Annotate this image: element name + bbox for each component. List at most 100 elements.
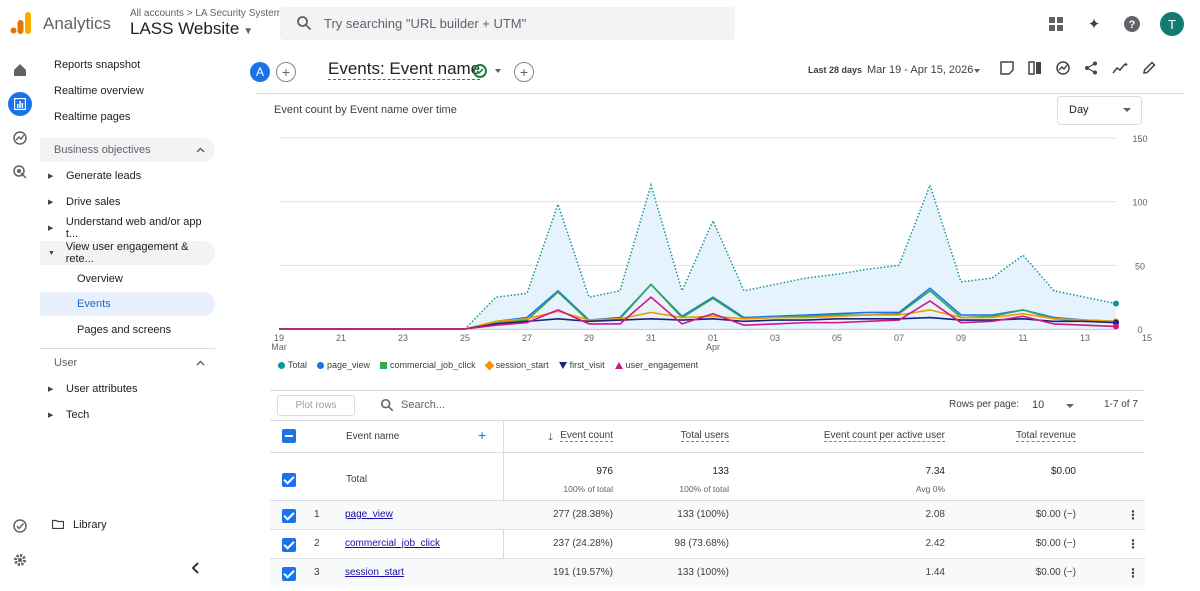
sidebar-item-label: View user engagement & rete... — [65, 241, 189, 265]
title-dropdown-caret-icon[interactable] — [495, 69, 501, 73]
check-circle-icon — [473, 64, 487, 78]
total-users-cell: 133 (100%) — [677, 509, 729, 520]
insights-icon[interactable] — [1056, 61, 1070, 78]
x-tick-label: 01 — [708, 333, 718, 343]
column-header-total-revenue[interactable]: Total revenue — [1015, 430, 1076, 442]
column-header-total-users[interactable]: Total users — [680, 430, 729, 442]
compare-columns-icon[interactable] — [1028, 61, 1042, 78]
sidebar-item-tech[interactable]: ▶ Tech — [40, 403, 215, 427]
help-icon[interactable]: ? — [1122, 14, 1142, 34]
left-rail — [0, 48, 40, 591]
legend-item[interactable]: user_engagement — [614, 360, 698, 370]
legend-marker-icon — [484, 360, 495, 370]
caret-down-icon[interactable] — [1066, 404, 1074, 408]
granularity-dropdown[interactable]: Day — [1057, 96, 1142, 125]
sidebar-item-overview[interactable]: Overview — [40, 267, 215, 291]
collapse-nav-chevron-icon[interactable] — [191, 562, 201, 577]
sidebar-section-business-objectives[interactable]: Business objectives — [40, 138, 215, 162]
date-range-picker[interactable]: Mar 19 - Apr 15, 2026 — [867, 64, 974, 76]
home-icon[interactable] — [8, 58, 32, 82]
sidebar-item-generate-leads[interactable]: ▶ Generate leads — [40, 164, 215, 188]
explore-icon[interactable] — [8, 126, 32, 150]
admin-check-icon[interactable] — [8, 514, 32, 538]
settings-gear-icon[interactable] — [8, 548, 32, 572]
sparkle-icon[interactable]: ✦ — [1087, 16, 1101, 33]
share-icon[interactable] — [1084, 61, 1098, 78]
select-all-checkbox[interactable] — [282, 429, 296, 443]
sidebar-item-understand-traffic[interactable]: ▶ Understand web and/or app t... — [40, 216, 215, 240]
sidebar-item-label: Realtime pages — [54, 111, 131, 123]
series-end-marker — [1113, 323, 1119, 330]
table-row[interactable]: 1 page_view 277 (28.38%) 133 (100%) 2.08… — [270, 500, 1145, 529]
legend-item[interactable]: first_visit — [558, 360, 605, 370]
legend-marker-icon — [317, 361, 325, 369]
breadcrumb-account[interactable]: LA Security Systems — [195, 8, 288, 19]
breadcrumb-all-accounts[interactable]: All accounts — [130, 8, 184, 19]
event-name-link[interactable]: session_start — [345, 567, 404, 578]
event-name-link[interactable]: page_view — [345, 509, 393, 520]
sidebar-item-library[interactable]: Library — [40, 513, 215, 537]
x-tick-label: 25 — [460, 333, 470, 343]
sidebar-item-reports-snapshot[interactable]: Reports snapshot — [40, 53, 215, 77]
row-index: 1 — [314, 509, 320, 520]
legend-marker-icon — [278, 361, 285, 369]
column-header-event-name[interactable]: Event name — [346, 431, 400, 442]
x-tick-label: 31 — [646, 333, 656, 343]
property-name: LASS Website — [130, 19, 240, 38]
add-comparison-button[interactable]: + — [276, 62, 296, 82]
edit-pencil-icon[interactable] — [1142, 61, 1156, 78]
table-search-input[interactable]: Search... — [401, 399, 446, 411]
legend-marker-icon — [380, 361, 388, 369]
rows-per-page-select[interactable]: 10 — [1032, 399, 1045, 411]
customize-report-icon[interactable] — [1000, 61, 1014, 78]
row-index: 3 — [314, 567, 320, 578]
chart-card: Event count by Event name over time Day … — [255, 93, 1185, 383]
property-selector[interactable]: LASS Website ▼ — [130, 19, 253, 39]
more-options-icon[interactable]: ⋮ — [1127, 508, 1139, 522]
comparison-chip[interactable]: A — [250, 62, 270, 82]
sidebar-item-label: Understand web and/or app t... — [65, 216, 202, 240]
plot-rows-button[interactable]: Plot rows — [277, 395, 355, 416]
add-dimension-button[interactable]: + — [478, 427, 487, 443]
legend-item[interactable]: commercial_job_click — [380, 360, 476, 370]
sidebar-item-user-engagement[interactable]: ▼ View user engagement & rete... — [40, 241, 215, 265]
apps-grid-icon[interactable] — [1046, 14, 1066, 34]
chart-title: Event count by Event name over time — [274, 104, 457, 116]
sidebar-item-realtime-pages[interactable]: Realtime pages — [40, 105, 215, 129]
avatar[interactable]: T — [1160, 12, 1184, 36]
advertising-icon[interactable] — [8, 160, 32, 184]
sidebar-section-user[interactable]: User — [40, 351, 215, 375]
table-total-row: Total 976 100% of total 133 100% of tota… — [270, 452, 1145, 500]
x-tick-sublabel: Apr — [706, 342, 720, 352]
column-header-event-count[interactable]: Event count — [560, 430, 613, 442]
trend-sparkle-icon[interactable]: ✦ — [1112, 61, 1129, 78]
page-title[interactable]: Events: Event name — [328, 59, 481, 80]
column-header-events-per-user[interactable]: Event count per active user — [823, 430, 945, 442]
account-breadcrumb[interactable]: All accounts > LA Security Systems — [130, 8, 287, 19]
add-filter-button[interactable]: + — [514, 62, 534, 82]
analytics-logo-icon[interactable] — [10, 12, 32, 34]
total-row-checkbox[interactable] — [282, 473, 296, 487]
sidebar-item-pages-and-screens[interactable]: Pages and screens — [40, 318, 215, 342]
more-options-icon[interactable]: ⋮ — [1127, 537, 1139, 551]
sidebar-item-user-attributes[interactable]: ▶ User attributes — [40, 377, 215, 401]
legend-item[interactable]: session_start — [484, 360, 549, 370]
sidebar-item-realtime-overview[interactable]: Realtime overview — [40, 79, 215, 103]
date-range-caret-icon[interactable] — [974, 69, 980, 73]
row-checkbox[interactable] — [282, 509, 296, 523]
sidebar-item-drive-sales[interactable]: ▶ Drive sales — [40, 190, 215, 214]
row-checkbox[interactable] — [282, 567, 296, 581]
event-count-cell: 191 (19.57%) — [552, 567, 613, 578]
more-options-icon[interactable]: ⋮ — [1127, 566, 1139, 580]
row-checkbox[interactable] — [282, 538, 296, 552]
reports-icon[interactable] — [8, 92, 32, 116]
legend-item[interactable]: page_view — [317, 360, 370, 370]
sort-arrow-down-icon[interactable]: 🡓 — [548, 432, 554, 443]
event-name-link[interactable]: commercial_job_click — [345, 538, 441, 549]
table-row[interactable]: 2 commercial_job_click 237 (24.28%) 98 (… — [270, 529, 1145, 558]
search-input[interactable]: Try searching "URL builder + UTM" — [280, 7, 735, 40]
legend-item[interactable]: Total — [278, 360, 307, 370]
table-row[interactable]: 3 session_start 191 (19.57%) 133 (100%) … — [270, 558, 1145, 588]
sidebar-item-events[interactable]: Events — [40, 292, 215, 316]
